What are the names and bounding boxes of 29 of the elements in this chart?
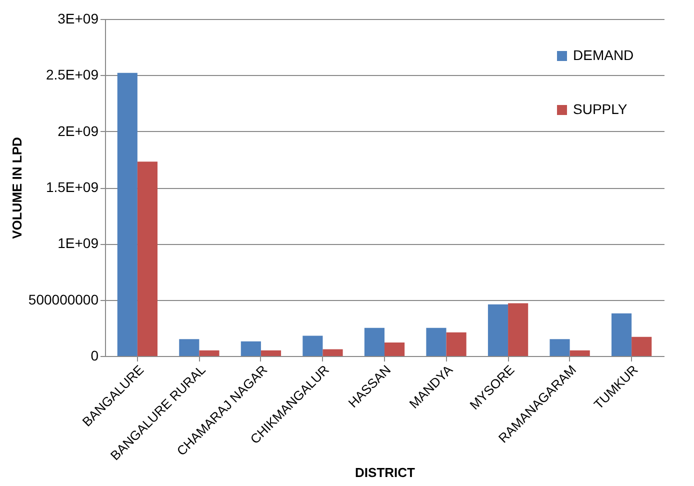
y-axis-title: VOLUME IN LPD xyxy=(9,137,24,239)
x-axis-title: DISTRICT xyxy=(355,465,416,480)
bar xyxy=(137,162,158,356)
bar xyxy=(550,339,570,356)
y-tick-label: 3E+09 xyxy=(58,10,99,26)
bar xyxy=(426,328,446,356)
bar xyxy=(446,332,466,356)
legend-label: DEMAND xyxy=(573,47,634,63)
y-tick-label: 1.5E+09 xyxy=(46,179,99,195)
y-tick-label: 1E+09 xyxy=(58,235,99,252)
bar xyxy=(384,342,405,356)
y-tick-label: 2E+09 xyxy=(58,122,99,139)
y-tick-label: 0 xyxy=(90,348,99,364)
bar xyxy=(302,336,323,356)
y-tick-label: 500000000 xyxy=(28,291,99,308)
bar xyxy=(570,350,590,356)
bar xyxy=(199,350,220,356)
bar xyxy=(611,313,632,356)
bar xyxy=(632,336,652,356)
bar xyxy=(179,339,200,356)
bar xyxy=(117,72,138,356)
bar xyxy=(240,341,261,356)
bar xyxy=(488,304,508,356)
bar xyxy=(260,350,282,356)
bar xyxy=(508,303,528,356)
y-tick-label: 2.5E+09 xyxy=(46,66,99,83)
bar xyxy=(364,328,384,356)
bar xyxy=(322,349,343,356)
legend-label: SUPPLY xyxy=(573,101,628,117)
